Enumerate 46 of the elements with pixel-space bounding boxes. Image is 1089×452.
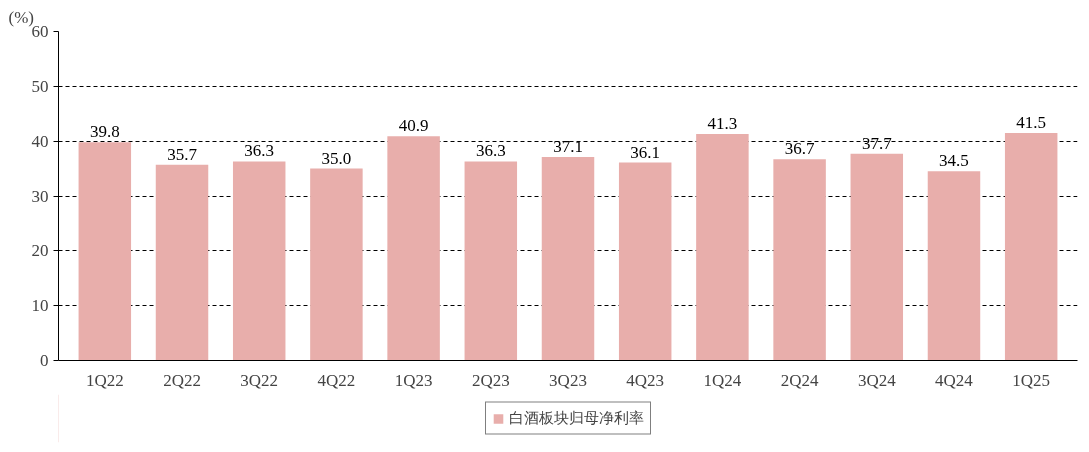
x-tick-label: 4Q22 xyxy=(317,370,356,390)
x-tick-label: 3Q24 xyxy=(857,370,897,390)
x-tick-label: 2Q23 xyxy=(471,370,510,390)
y-tick-label: 0 xyxy=(40,351,49,370)
y-tick-label: 40 xyxy=(31,131,49,151)
y-axis-title: (%) xyxy=(8,7,34,27)
bar xyxy=(541,157,595,361)
data-label: 40.9 xyxy=(398,116,429,136)
x-tick-label: 4Q24 xyxy=(935,370,974,390)
data-label: 39.8 xyxy=(89,122,120,142)
x-tick-label: 4Q23 xyxy=(626,370,665,390)
x-tick-label: 1Q22 xyxy=(85,370,124,390)
data-label: 35.7 xyxy=(167,144,198,164)
bar xyxy=(1004,132,1058,361)
x-tick-label: 2Q22 xyxy=(163,370,201,390)
bar xyxy=(310,168,363,361)
y-tick-label: 20 xyxy=(31,241,49,261)
y-tick-label: 10 xyxy=(31,296,49,316)
y-tick-label: 30 xyxy=(31,186,49,206)
data-label: 36.3 xyxy=(244,141,275,161)
legend-label: 白酒板块归母净利率 xyxy=(508,408,644,428)
bar xyxy=(773,159,826,361)
bar xyxy=(464,161,518,361)
x-tick-label: 1Q25 xyxy=(1012,370,1051,390)
bar xyxy=(618,162,672,361)
x-tick-label: 1Q24 xyxy=(703,370,742,390)
bar xyxy=(850,153,904,361)
bar xyxy=(155,164,209,361)
x-tick-label: 1Q23 xyxy=(394,370,433,390)
data-label: 35.0 xyxy=(321,148,352,168)
data-label: 37.7 xyxy=(861,133,893,153)
data-label: 34.5 xyxy=(939,151,969,171)
data-label: 41.5 xyxy=(1016,112,1047,132)
data-label: 41.3 xyxy=(707,114,738,134)
bar xyxy=(696,134,749,361)
bar xyxy=(387,136,440,361)
x-tick-label: 3Q23 xyxy=(549,370,587,390)
bar xyxy=(78,142,132,361)
data-label: 36.7 xyxy=(784,139,815,159)
data-label: 36.1 xyxy=(630,142,661,162)
y-tick-label: 50 xyxy=(31,76,49,96)
data-label: 36.3 xyxy=(475,141,506,161)
bar xyxy=(232,161,286,361)
x-tick-label: 3Q22 xyxy=(240,370,279,390)
x-tick-label: 2Q24 xyxy=(780,370,819,390)
bar xyxy=(927,171,981,361)
